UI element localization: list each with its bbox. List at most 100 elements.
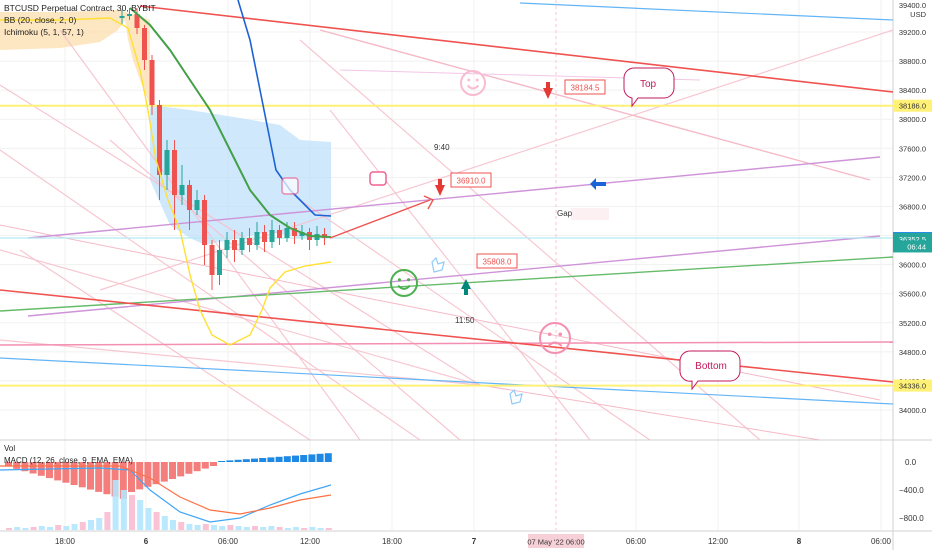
- price-tag-label: 06:44: [907, 242, 926, 251]
- volume-bar: [88, 520, 94, 530]
- volume-bar: [96, 518, 103, 530]
- trend-lines: [0, 2, 894, 441]
- macd-bar: [5, 462, 12, 467]
- candle-body: [239, 238, 245, 250]
- candle-body: [179, 185, 185, 195]
- price-label-1: 38184.5: [571, 84, 600, 93]
- red-resistance: [139, 5, 894, 93]
- macd-bar: [300, 455, 308, 462]
- price-label-box-1[interactable]: [564, 79, 606, 95]
- sad-face-icon: [539, 322, 571, 354]
- candle-body: [299, 232, 305, 236]
- indicator-lines: [0, 0, 434, 346]
- pink-horizontal: [0, 341, 894, 346]
- price-tag-label: 36352.5: [899, 235, 926, 244]
- green-smile-icon-eye: [406, 278, 411, 282]
- smile-face-icon: [460, 70, 486, 96]
- red-support: [0, 289, 894, 383]
- volume-bar: [38, 526, 45, 530]
- macd-bar: [169, 462, 176, 479]
- projection-arrowhead: [423, 195, 434, 210]
- price-label-box-3[interactable]: [476, 253, 518, 269]
- macd-tick-0: 0.0: [905, 458, 917, 467]
- time-tick: 06:00: [626, 537, 647, 546]
- cat-icon-2: [281, 177, 299, 195]
- volume-bar: [79, 522, 86, 530]
- volume-bar: [252, 526, 258, 530]
- projection-arrow: [329, 199, 431, 239]
- macd-bar: [29, 462, 37, 474]
- bottom-callout[interactable]: [679, 350, 741, 391]
- price-tick: 38000.0: [899, 115, 926, 124]
- smile-face-icon-mouth: [466, 84, 480, 90]
- candle-body: [277, 230, 282, 238]
- volume-bar: [260, 527, 267, 530]
- volume-bar: [129, 495, 135, 530]
- bottom-callout-label: Bottom: [695, 361, 727, 372]
- time-tick: 7: [472, 537, 477, 546]
- macd-bar: [242, 459, 250, 462]
- volume-bar: [63, 526, 70, 530]
- time-note-1: 9:40: [434, 143, 450, 152]
- price-tick: 37200.0: [899, 173, 926, 182]
- volume-bar: [325, 528, 332, 530]
- fan-line: [59, 29, 361, 441]
- gap-note: Gap: [557, 209, 573, 218]
- candle-body: [157, 105, 162, 175]
- price-tag-bg: [893, 240, 932, 253]
- macd-bar: [54, 462, 62, 481]
- price-label-box-2[interactable]: [450, 172, 492, 188]
- time-tick: 18:00: [382, 537, 403, 546]
- candle-body: [217, 250, 222, 275]
- macd-bar: [292, 455, 299, 462]
- candle-body: [224, 240, 230, 250]
- macd-bar: [324, 453, 332, 462]
- annotations: [281, 70, 609, 405]
- candle-body: [254, 232, 260, 245]
- macd-bar: [136, 462, 144, 490]
- price-tick: 39200.0: [899, 28, 926, 37]
- time-tick: 06:00: [871, 537, 892, 546]
- down-arrow-icon-1: [543, 82, 553, 99]
- volume-bar: [186, 524, 193, 530]
- candle-body: [127, 14, 132, 16]
- volume-bar: [120, 490, 127, 530]
- macd-line: [0, 467, 332, 523]
- down-arrow-icon-2: [435, 179, 445, 196]
- fan-line: [109, 139, 461, 441]
- macd-bar: [316, 453, 324, 462]
- volume-bar: [161, 516, 168, 530]
- green-smile-icon-mouth: [397, 284, 411, 290]
- purple-channel-lower: [27, 235, 881, 317]
- green-support: [0, 256, 894, 312]
- gap-box: [571, 208, 609, 220]
- macd-bar: [218, 461, 226, 462]
- macd-bar: [128, 462, 135, 492]
- macd-bar: [152, 462, 160, 485]
- price-tick: 36000.0: [899, 261, 926, 270]
- top-callout-label: Top: [640, 79, 657, 90]
- candle-body: [119, 16, 125, 18]
- macd-legend: MACD (12, 26, close, 9, EMA, EMA): [4, 456, 133, 465]
- macd-bar: [62, 462, 70, 483]
- blue-indicator: [237, 0, 332, 217]
- blue-top-line: [519, 2, 894, 21]
- volume-bar: [22, 528, 29, 530]
- top-callout[interactable]: [623, 67, 675, 108]
- volume-bar: [104, 512, 111, 530]
- volume-bar: [227, 525, 234, 530]
- macd-bar: [308, 454, 316, 462]
- cat-icon: [369, 171, 387, 186]
- sad-face-icon-eye: [558, 332, 563, 337]
- price-tag-bg: [893, 379, 932, 392]
- macd-bar: [70, 462, 78, 485]
- volume-bar: [178, 522, 185, 530]
- candle-body: [247, 238, 252, 245]
- macd-bar: [78, 462, 86, 488]
- ema-line: [129, 7, 332, 238]
- price-tick: 35200.0: [899, 319, 926, 328]
- time-tick: 18:00: [55, 537, 76, 546]
- price-tick: 37600.0: [899, 144, 926, 153]
